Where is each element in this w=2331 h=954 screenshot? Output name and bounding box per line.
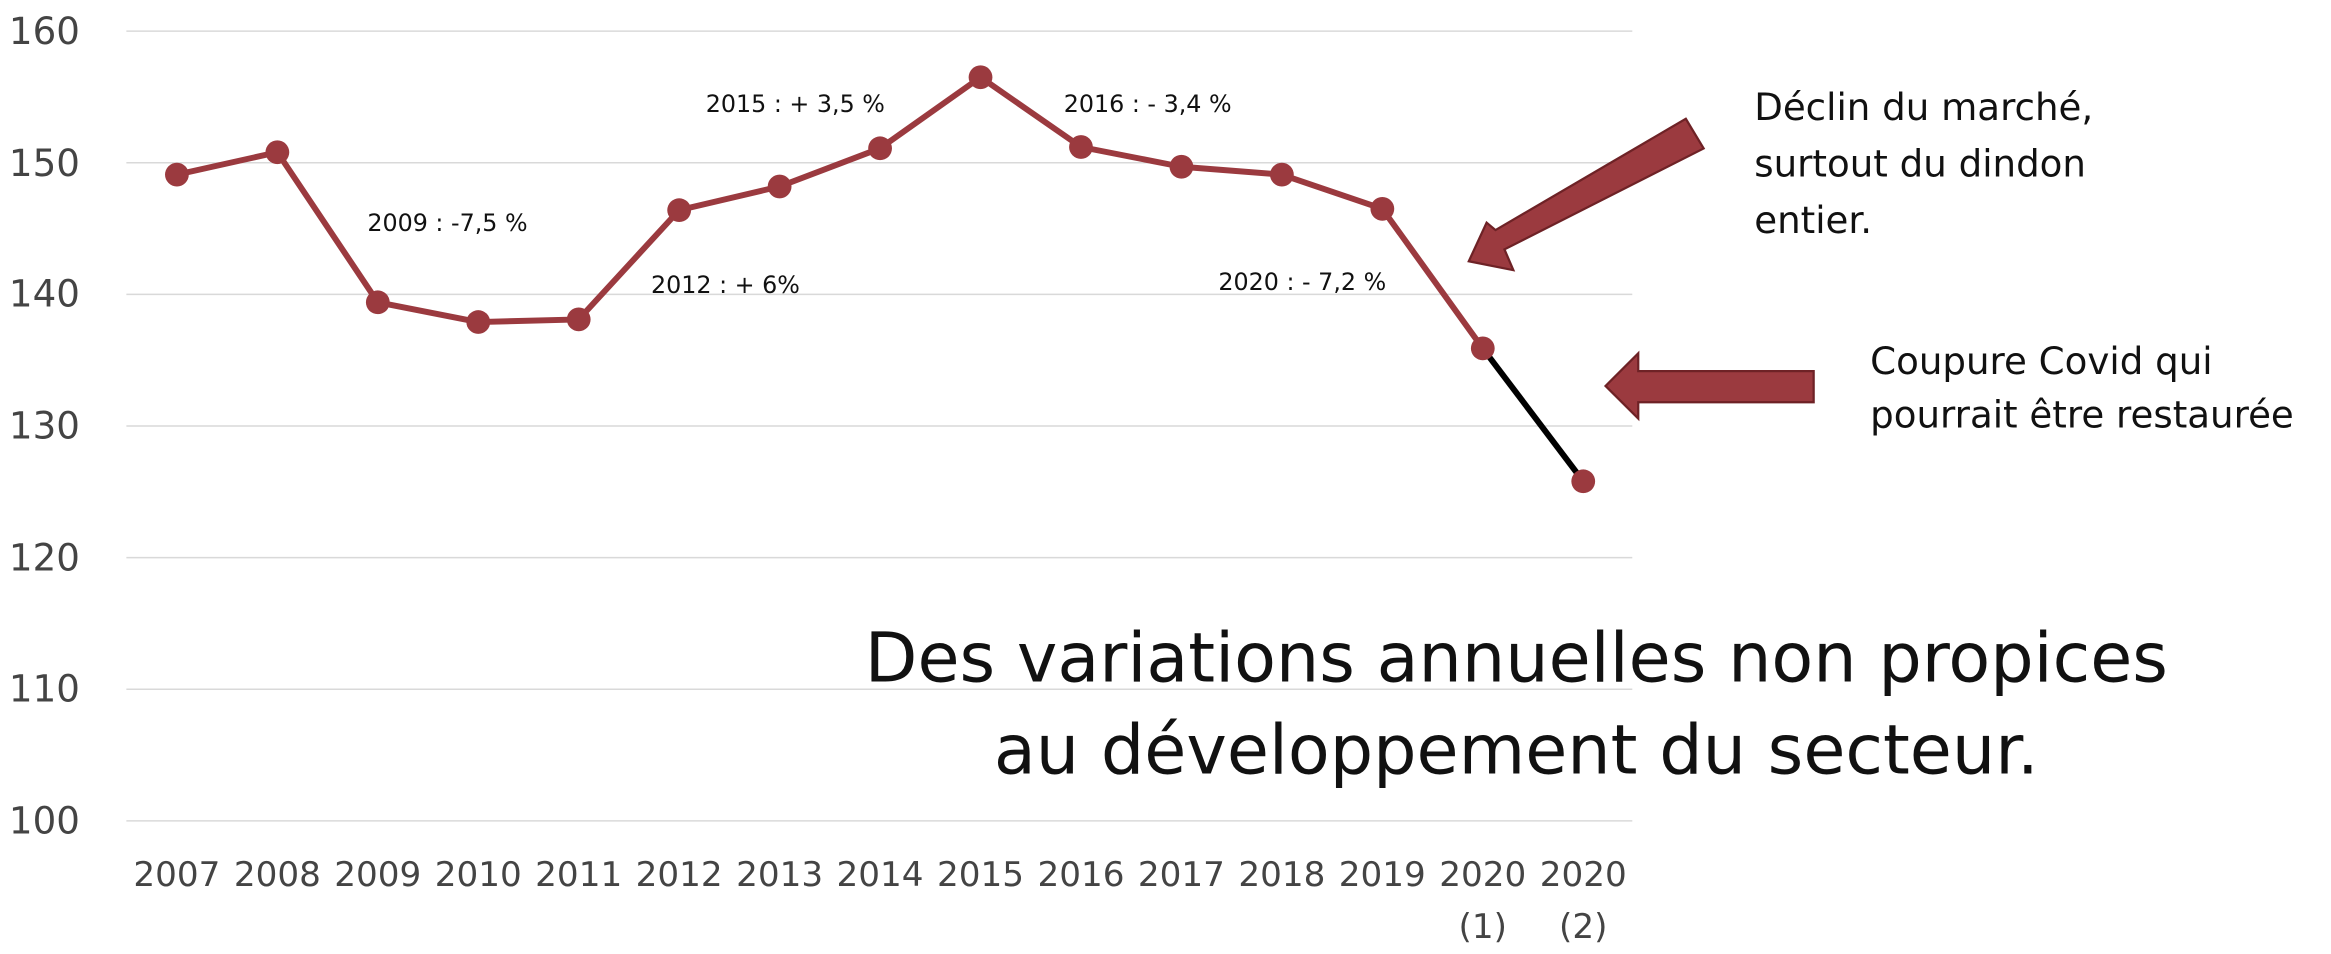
x-tick-label: 2020 (1): [1439, 856, 1527, 948]
x-tick-label: 2015: [936, 856, 1025, 896]
callout: Coupure Covid qui pourrait être restauré…: [1870, 339, 2294, 437]
point: [265, 140, 290, 165]
annotation: 2012 : + 6%: [651, 270, 800, 300]
arrow-decline: [1467, 117, 1706, 272]
x-tick-label: 2014: [836, 856, 924, 896]
annotation: 2015 : + 3,5 %: [705, 89, 885, 119]
point: [868, 136, 892, 161]
y-tick-label: 100: [8, 799, 80, 843]
point: [365, 290, 390, 315]
x-tick-label: 2020 (2): [1539, 856, 1627, 948]
x-tick-label: 2010: [434, 856, 522, 896]
series-line: [176, 74, 1486, 351]
x-tick-label: 2007: [133, 856, 221, 896]
point: [1470, 336, 1495, 361]
x-tick-label: 2016: [1037, 856, 1125, 896]
x-tick-label: 2013: [736, 856, 824, 896]
point: [1169, 154, 1194, 179]
point: [165, 162, 189, 187]
point: [1069, 135, 1093, 159]
headline: Des variations annuelles non propices au…: [864, 617, 2168, 790]
callout: Déclin du marché, surtout du dindon enti…: [1754, 86, 2094, 242]
x-tick-label: 2017: [1137, 856, 1225, 896]
y-tick-label: 140: [8, 272, 80, 316]
plot: [165, 65, 1596, 494]
projection-segment: [1480, 346, 1586, 484]
point: [667, 198, 692, 223]
point: [466, 310, 491, 334]
x-tick-label: 2012: [635, 856, 723, 896]
x-tick-label: 2009: [334, 856, 422, 896]
annotation: 2009 : -7,5 %: [367, 208, 528, 237]
annotation: 2016 : - 3,4 %: [1063, 89, 1232, 119]
arrow-covid: [1603, 350, 1815, 422]
y-tick-label: 120: [8, 536, 80, 580]
x-tick-label: 2018: [1238, 856, 1326, 896]
y-tick-label: 130: [8, 404, 80, 448]
y-tick-label: 160: [8, 9, 80, 53]
annotation: 2020 : - 7,2 %: [1218, 267, 1387, 297]
point: [1571, 469, 1596, 494]
y-tick-label: 150: [8, 141, 80, 185]
point: [1269, 162, 1294, 187]
x-tick-label: 2008: [233, 856, 321, 896]
x-tick-label: 2019: [1338, 856, 1426, 896]
point: [767, 174, 792, 199]
y-tick-label: 110: [8, 667, 80, 711]
x-tick-label: 2011: [535, 856, 623, 896]
point: [968, 65, 993, 90]
point: [566, 307, 591, 332]
point: [1370, 196, 1395, 221]
